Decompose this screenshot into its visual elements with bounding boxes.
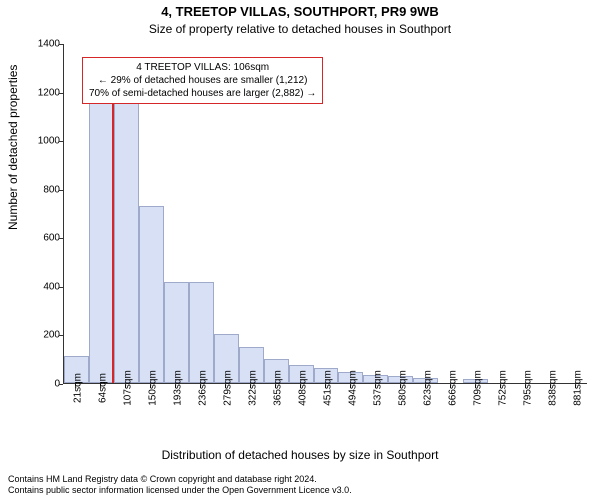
y-tick-mark [59, 190, 63, 191]
chart-container: 4, TREETOP VILLAS, SOUTHPORT, PR9 9WB Si… [0, 0, 600, 500]
histogram-bar [114, 101, 139, 383]
y-tick-label: 800 [26, 184, 60, 195]
x-tick-label: 150sqm [148, 370, 159, 406]
y-tick-label: 0 [26, 379, 60, 390]
x-tick-label: 537sqm [372, 370, 383, 406]
footer-line-1: Contains HM Land Registry data © Crown c… [8, 474, 352, 485]
y-tick-mark [59, 384, 63, 385]
property-info-box: 4 TREETOP VILLAS: 106sqm← 29% of detache… [82, 57, 323, 104]
x-tick-label: 21sqm [73, 373, 84, 403]
x-tick-label: 795sqm [522, 370, 533, 406]
x-tick-label: 580sqm [397, 370, 408, 406]
y-tick-mark [59, 238, 63, 239]
info-box-line: ← 29% of detached houses are smaller (1,… [89, 74, 316, 87]
info-box-line: 70% of semi-detached houses are larger (… [89, 87, 316, 100]
y-tick-label: 400 [26, 281, 60, 292]
y-axis-label: Number of detached properties [6, 65, 20, 230]
x-tick-label: 838sqm [547, 370, 558, 406]
histogram-bar [139, 206, 164, 383]
x-tick-label: 709sqm [472, 370, 483, 406]
y-tick-label: 1400 [26, 39, 60, 50]
footer-attribution: Contains HM Land Registry data © Crown c… [8, 474, 352, 497]
footer-line-2: Contains public sector information licen… [8, 485, 352, 496]
y-tick-label: 200 [26, 330, 60, 341]
y-tick-mark [59, 141, 63, 142]
chart-title: 4, TREETOP VILLAS, SOUTHPORT, PR9 9WB [0, 4, 600, 19]
x-axis-label: Distribution of detached houses by size … [0, 448, 600, 462]
y-tick-mark [59, 287, 63, 288]
x-tick-label: 451sqm [323, 370, 334, 406]
y-tick-label: 1000 [26, 136, 60, 147]
y-tick-mark [59, 335, 63, 336]
histogram-bar [164, 282, 189, 383]
x-tick-label: 752sqm [497, 370, 508, 406]
x-tick-label: 365sqm [273, 370, 284, 406]
property-marker-line [112, 101, 114, 383]
x-tick-label: 193sqm [173, 370, 184, 406]
x-tick-label: 881sqm [572, 370, 583, 406]
x-tick-label: 279sqm [223, 370, 234, 406]
x-tick-label: 322sqm [248, 370, 259, 406]
y-tick-mark [59, 93, 63, 94]
x-tick-label: 236sqm [198, 370, 209, 406]
x-tick-label: 623sqm [422, 370, 433, 406]
histogram-bar [89, 101, 114, 383]
x-tick-label: 408sqm [298, 370, 309, 406]
histogram-bar [189, 282, 214, 383]
y-tick-label: 600 [26, 233, 60, 244]
y-tick-label: 1200 [26, 87, 60, 98]
x-tick-label: 494sqm [347, 370, 358, 406]
y-tick-mark [59, 44, 63, 45]
x-tick-label: 107sqm [123, 370, 134, 406]
x-tick-label: 64sqm [98, 373, 109, 403]
chart-subtitle: Size of property relative to detached ho… [0, 22, 600, 36]
x-tick-label: 666sqm [447, 370, 458, 406]
info-box-line: 4 TREETOP VILLAS: 106sqm [89, 61, 316, 74]
